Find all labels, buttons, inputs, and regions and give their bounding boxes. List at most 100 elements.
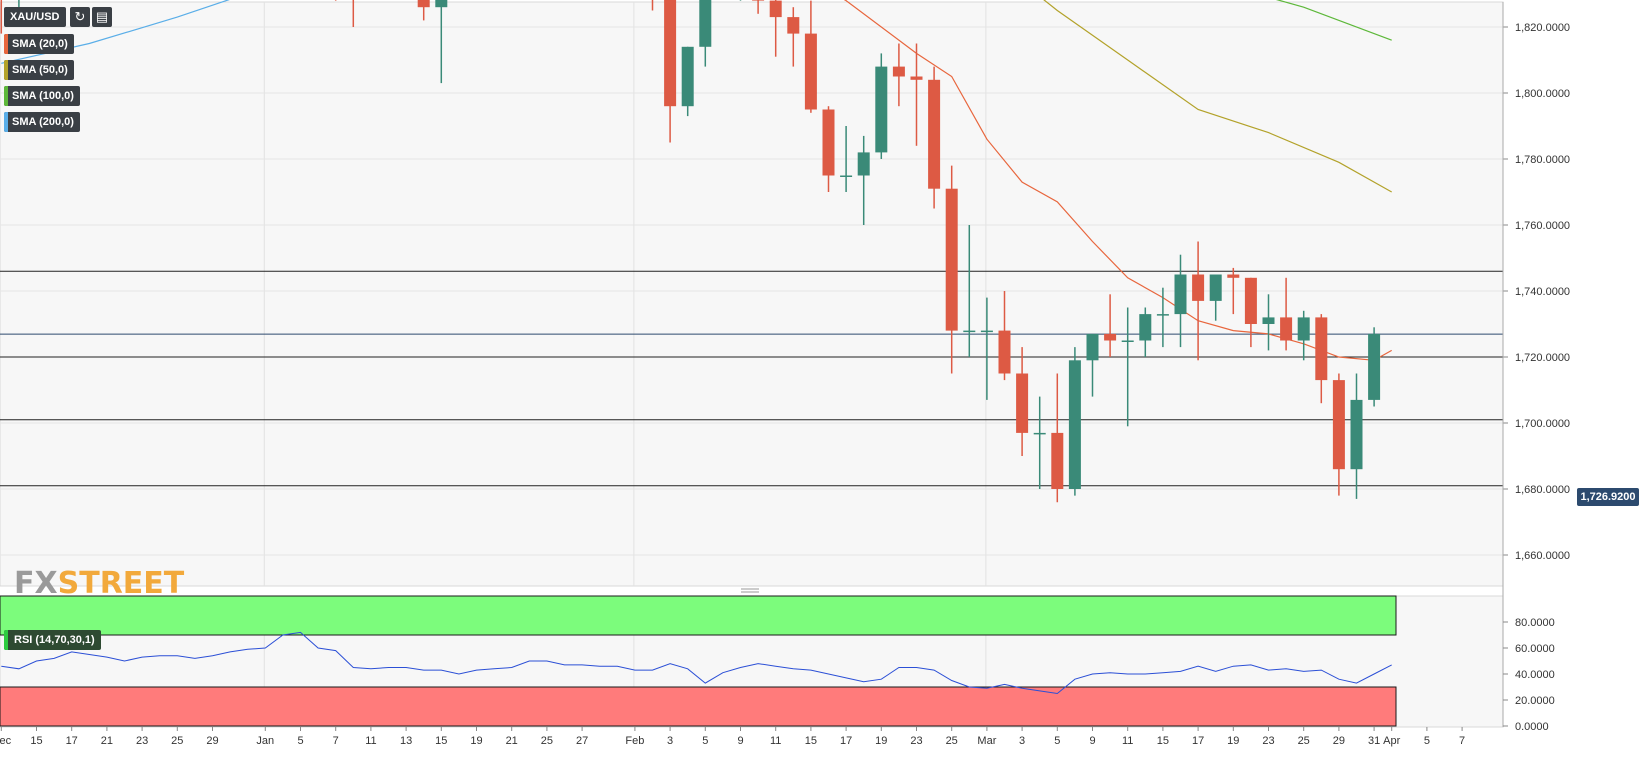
candle-body — [435, 0, 448, 8]
time-axis-label: 29 — [1333, 735, 1345, 747]
price-axis-label: 1,680.0000 — [1515, 484, 1570, 496]
candle-body — [752, 0, 765, 1]
time-axis-label: 23 — [910, 735, 922, 747]
candle-body — [892, 66, 905, 77]
rsi-line — [1, 631, 1392, 695]
time-axis-label: 15 — [435, 735, 447, 747]
candle-body — [1156, 314, 1169, 316]
rsi-axis-label: 0.0000 — [1515, 721, 1549, 733]
sma-200-color-bar — [4, 112, 8, 132]
time-axis-label: 13 — [400, 735, 412, 747]
time-axis-label: 17 — [1192, 735, 1204, 747]
candle-body — [1068, 360, 1081, 489]
candle-body — [1350, 399, 1363, 470]
rsi-label[interactable]: RSI (14,70,30,1) — [4, 630, 101, 650]
sma-50-text: SMA (50,0) — [12, 64, 68, 76]
rsi-axis-label: 40.0000 — [1515, 669, 1555, 681]
sma-100-label[interactable]: SMA (100,0) — [4, 86, 80, 106]
logo-street: STREET — [57, 566, 185, 601]
candle-body — [1033, 432, 1046, 435]
price-axis-label: 1,660.0000 — [1515, 550, 1570, 562]
candle-body — [1280, 317, 1293, 341]
time-axis-label: 7 — [333, 735, 339, 747]
candle-body — [875, 66, 888, 153]
candle-body — [1104, 333, 1117, 341]
rsi-axis-label: 80.0000 — [1515, 617, 1555, 629]
current-price-tag: 1,726.9200 — [1577, 488, 1639, 506]
price-axis-label: 1,760.0000 — [1515, 220, 1570, 232]
time-axis-label: 27 — [576, 735, 588, 747]
time-axis-label: 21 — [101, 735, 113, 747]
candle-body — [1332, 380, 1345, 470]
candle-body — [963, 330, 976, 333]
candle-body — [1139, 314, 1152, 341]
time-axis-label: 31 — [1368, 735, 1380, 747]
time-axis-label: 15 — [30, 735, 42, 747]
candle-body — [1192, 274, 1205, 301]
rsi-color-bar — [4, 630, 8, 650]
sma-20-label[interactable]: SMA (20,0) — [4, 34, 74, 54]
sma-20-text: SMA (20,0) — [12, 38, 68, 50]
chart-type-icon[interactable]: ▤ — [92, 7, 112, 27]
time-axis-label: 9 — [737, 735, 743, 747]
symbol-label[interactable]: XAU/USD — [4, 7, 66, 27]
time-axis-label: 11 — [365, 735, 376, 747]
time-axis-label: 3 — [1019, 735, 1025, 747]
time-axis-label: 29 — [206, 735, 218, 747]
fxstreet-logo: FXSTREET — [14, 566, 184, 601]
time-axis-label: 19 — [470, 735, 482, 747]
candle-body — [1121, 340, 1134, 342]
time-axis-label: 23 — [136, 735, 148, 747]
candle-body — [1051, 432, 1064, 489]
candle-body — [928, 79, 941, 189]
time-axis-label: Feb — [625, 735, 644, 747]
sma20-line — [843, 0, 1392, 361]
price-axis-label: 1,780.0000 — [1515, 154, 1570, 166]
candle-body — [1209, 274, 1222, 301]
time-axis-label: Apr — [1383, 735, 1400, 747]
sma-200-label[interactable]: SMA (200,0) — [4, 112, 80, 132]
candle-body — [998, 330, 1011, 374]
candle-body — [417, 0, 430, 8]
rsi-axis-label: 20.0000 — [1515, 695, 1555, 707]
price-axis-label: 1,700.0000 — [1515, 418, 1570, 430]
time-axis-label: 25 — [946, 735, 958, 747]
time-axis-label: 17 — [840, 735, 852, 747]
sma-50-label[interactable]: SMA (50,0) — [4, 60, 74, 80]
price-axis-label: 1,740.0000 — [1515, 286, 1570, 298]
sma-100-text: SMA (100,0) — [12, 90, 74, 102]
candle-body — [980, 330, 993, 333]
time-axis-label: Dec — [0, 735, 12, 747]
rsi-oversold-zone — [0, 686, 1397, 727]
candle-body — [857, 152, 870, 176]
sma200-line — [1, 0, 230, 64]
candle-body — [1244, 277, 1257, 324]
candle-body — [1016, 373, 1029, 433]
time-axis-label: 15 — [805, 735, 817, 747]
time-axis-label: 21 — [506, 735, 518, 747]
sma50-line — [1043, 0, 1392, 193]
time-axis-label: Mar — [977, 735, 996, 747]
time-axis-label: 23 — [1262, 735, 1274, 747]
time-axis-label: 11 — [770, 735, 781, 747]
candle-body — [1262, 317, 1275, 324]
candle-body — [804, 33, 817, 110]
candle-body — [1297, 317, 1310, 341]
refresh-icon[interactable]: ↻ — [70, 7, 90, 27]
candle-body — [840, 175, 853, 177]
candle-body — [787, 17, 800, 34]
time-axis-label: 9 — [1089, 735, 1095, 747]
rsi-text: RSI (14,70,30,1) — [14, 634, 95, 646]
time-axis-label: 3 — [667, 735, 673, 747]
time-axis-label: 25 — [1298, 735, 1310, 747]
time-axis-label: 5 — [1054, 735, 1060, 747]
time-axis-label: 19 — [875, 735, 887, 747]
price-panel-bg — [0, 1, 1504, 587]
time-axis-label: 19 — [1227, 735, 1239, 747]
time-axis-label: 25 — [541, 735, 553, 747]
candle-body — [822, 109, 835, 176]
candle-body — [1174, 274, 1187, 315]
time-axis-label: 11 — [1122, 735, 1133, 747]
